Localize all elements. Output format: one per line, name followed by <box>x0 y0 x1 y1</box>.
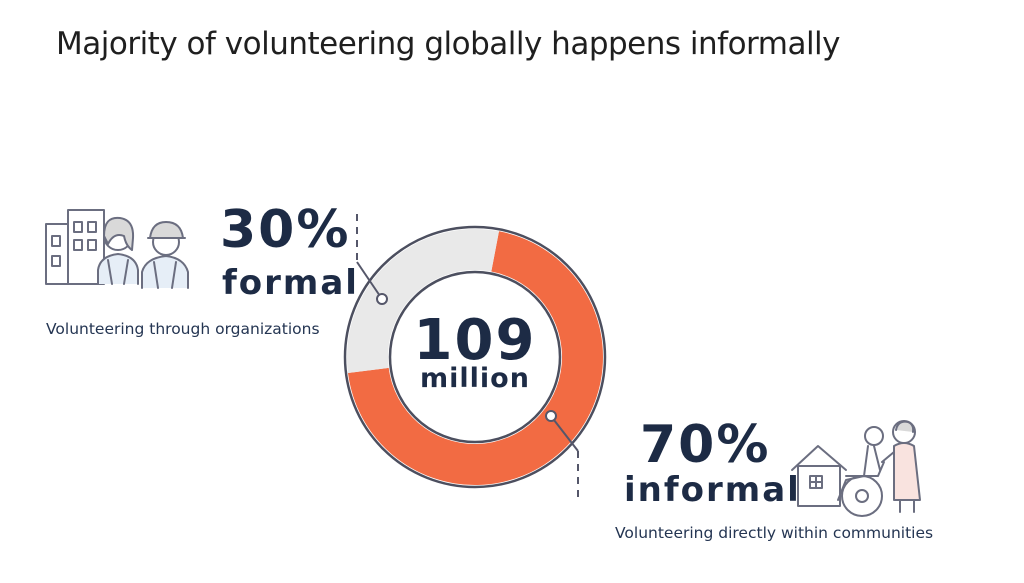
formal-percent: 30% <box>220 200 351 260</box>
donut-outer-outline <box>343 225 607 489</box>
donut-slice-formal <box>347 228 499 374</box>
page-title: Majority of volunteering globally happen… <box>56 26 841 62</box>
buildings-volunteers-icon <box>45 209 189 289</box>
formal-description: Volunteering through organizations <box>46 320 320 338</box>
informal-leader-line <box>545 410 579 500</box>
formal-leader-line <box>356 214 388 305</box>
formal-label: formal <box>222 263 359 303</box>
center-unit: million <box>420 363 530 394</box>
house-wheelchair-caregiver-icon <box>791 420 921 517</box>
donut-slice-informal <box>348 231 603 485</box>
center-value: 109 <box>413 308 537 373</box>
informal-label: informal <box>624 470 801 510</box>
informal-description: Volunteering directly within communities <box>615 524 934 542</box>
donut-inner-outline <box>388 270 562 444</box>
informal-percent: 70% <box>640 415 771 475</box>
